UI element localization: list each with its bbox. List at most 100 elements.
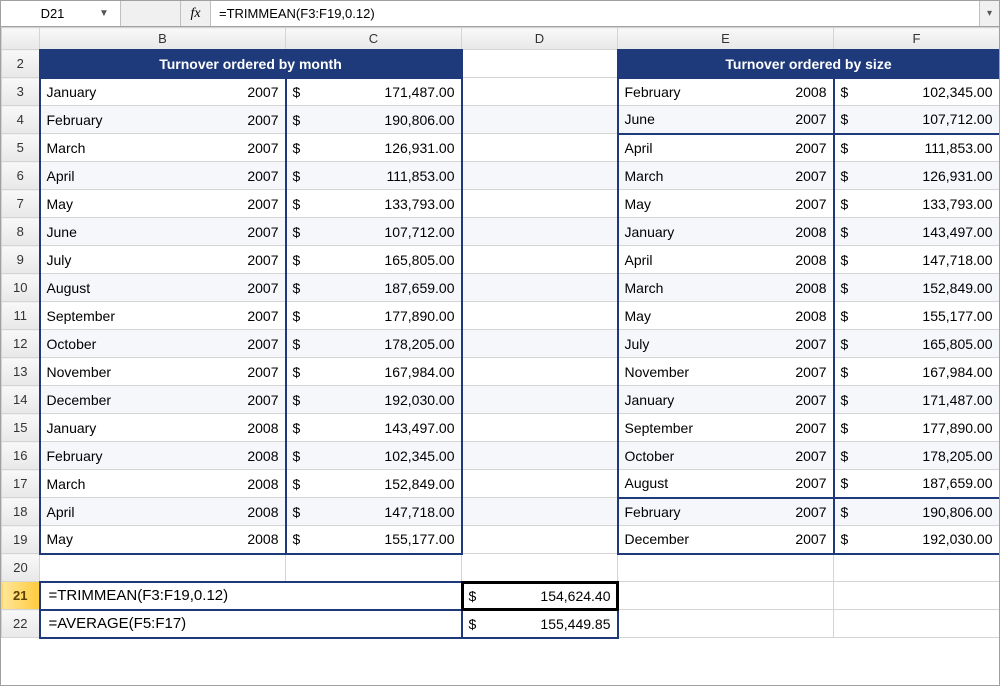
row-header-3[interactable]: 3 [2, 78, 40, 106]
col-header-C[interactable]: C [286, 28, 462, 50]
row-header-19[interactable]: 19 [2, 526, 40, 554]
cell-D10[interactable] [462, 274, 618, 302]
cell-C19[interactable]: $155,177.00 [286, 526, 462, 554]
row-header-8[interactable]: 8 [2, 218, 40, 246]
cell-F12[interactable]: $165,805.00 [834, 330, 1000, 358]
cell-F19[interactable]: $192,030.00 [834, 526, 1000, 554]
cell-B20[interactable] [40, 554, 286, 582]
cell-B15[interactable]: January2008 [40, 414, 286, 442]
cell-E19[interactable]: December2007 [618, 526, 834, 554]
cell-D22[interactable]: $155,449.85 [462, 610, 618, 638]
cell-E5[interactable]: April2007 [618, 134, 834, 162]
cell-F14[interactable]: $171,487.00 [834, 386, 1000, 414]
cell-E4[interactable]: June2007 [618, 106, 834, 134]
cell-D20[interactable] [462, 554, 618, 582]
cell-D2[interactable] [462, 50, 618, 78]
cell-F10[interactable]: $152,849.00 [834, 274, 1000, 302]
cell-D19[interactable] [462, 526, 618, 554]
row-header-13[interactable]: 13 [2, 358, 40, 386]
cell-F20[interactable] [834, 554, 1000, 582]
cell-C18[interactable]: $147,718.00 [286, 498, 462, 526]
cell-C15[interactable]: $143,497.00 [286, 414, 462, 442]
cell-C13[interactable]: $167,984.00 [286, 358, 462, 386]
cell-E17[interactable]: August2007 [618, 470, 834, 498]
row-header-14[interactable]: 14 [2, 386, 40, 414]
cell-C14[interactable]: $192,030.00 [286, 386, 462, 414]
cell-C8[interactable]: $107,712.00 [286, 218, 462, 246]
row-header-15[interactable]: 15 [2, 414, 40, 442]
cell-D6[interactable] [462, 162, 618, 190]
cell-E9[interactable]: April2008 [618, 246, 834, 274]
row-header-20[interactable]: 20 [2, 554, 40, 582]
cell-F22[interactable] [834, 610, 1000, 638]
cell-F8[interactable]: $143,497.00 [834, 218, 1000, 246]
col-header-F[interactable]: F [834, 28, 1000, 50]
cell-F3[interactable]: $102,345.00 [834, 78, 1000, 106]
cell-B13[interactable]: November2007 [40, 358, 286, 386]
cell-E3[interactable]: February2008 [618, 78, 834, 106]
cell-F15[interactable]: $177,890.00 [834, 414, 1000, 442]
cell-D14[interactable] [462, 386, 618, 414]
cell-C5[interactable]: $126,931.00 [286, 134, 462, 162]
cell-F9[interactable]: $147,718.00 [834, 246, 1000, 274]
row-header-2[interactable]: 2 [2, 50, 40, 78]
cell-E12[interactable]: July2007 [618, 330, 834, 358]
cell-E8[interactable]: January2008 [618, 218, 834, 246]
insert-function-button[interactable]: fx [181, 1, 211, 26]
cell-F21[interactable] [834, 582, 1000, 610]
cell-C9[interactable]: $165,805.00 [286, 246, 462, 274]
formula-cell-B22[interactable]: =AVERAGE(F5:F17) [40, 610, 462, 638]
cell-E14[interactable]: January2007 [618, 386, 834, 414]
cell-B14[interactable]: December2007 [40, 386, 286, 414]
cell-E11[interactable]: May2008 [618, 302, 834, 330]
cell-D12[interactable] [462, 330, 618, 358]
cell-B7[interactable]: May2007 [40, 190, 286, 218]
cell-C16[interactable]: $102,345.00 [286, 442, 462, 470]
cell-D15[interactable] [462, 414, 618, 442]
row-header-17[interactable]: 17 [2, 470, 40, 498]
col-header-D[interactable]: D [462, 28, 618, 50]
cell-D18[interactable] [462, 498, 618, 526]
cell-B4[interactable]: February2007 [40, 106, 286, 134]
col-header-B[interactable]: B [40, 28, 286, 50]
cell-E16[interactable]: October2007 [618, 442, 834, 470]
cell-D8[interactable] [462, 218, 618, 246]
cell-C10[interactable]: $187,659.00 [286, 274, 462, 302]
cell-C3[interactable]: $171,487.00 [286, 78, 462, 106]
row-header-10[interactable]: 10 [2, 274, 40, 302]
cell-F4[interactable]: $107,712.00 [834, 106, 1000, 134]
cell-C6[interactable]: $111,853.00 [286, 162, 462, 190]
cell-F11[interactable]: $155,177.00 [834, 302, 1000, 330]
cell-C4[interactable]: $190,806.00 [286, 106, 462, 134]
row-header-12[interactable]: 12 [2, 330, 40, 358]
cell-B19[interactable]: May2008 [40, 526, 286, 554]
formula-bar-expand-icon[interactable]: ▾ [979, 1, 999, 26]
cell-D17[interactable] [462, 470, 618, 498]
cell-F7[interactable]: $133,793.00 [834, 190, 1000, 218]
row-header-6[interactable]: 6 [2, 162, 40, 190]
cell-B17[interactable]: March2008 [40, 470, 286, 498]
cell-B18[interactable]: April2008 [40, 498, 286, 526]
cell-F18[interactable]: $190,806.00 [834, 498, 1000, 526]
cell-E10[interactable]: March2008 [618, 274, 834, 302]
cell-B11[interactable]: September2007 [40, 302, 286, 330]
cell-C12[interactable]: $178,205.00 [286, 330, 462, 358]
cell-C17[interactable]: $152,849.00 [286, 470, 462, 498]
row-header-18[interactable]: 18 [2, 498, 40, 526]
row-header-22[interactable]: 22 [2, 610, 40, 638]
cell-E21[interactable] [618, 582, 834, 610]
cell-F13[interactable]: $167,984.00 [834, 358, 1000, 386]
cell-F16[interactable]: $178,205.00 [834, 442, 1000, 470]
cell-C7[interactable]: $133,793.00 [286, 190, 462, 218]
cell-D13[interactable] [462, 358, 618, 386]
row-header-4[interactable]: 4 [2, 106, 40, 134]
cell-B16[interactable]: February2008 [40, 442, 286, 470]
cell-C20[interactable] [286, 554, 462, 582]
cell-B8[interactable]: June2007 [40, 218, 286, 246]
cell-F6[interactable]: $126,931.00 [834, 162, 1000, 190]
select-all-corner[interactable] [2, 28, 40, 50]
cell-D11[interactable] [462, 302, 618, 330]
cell-C11[interactable]: $177,890.00 [286, 302, 462, 330]
formula-cell-B21[interactable]: =TRIMMEAN(F3:F19,0.12) [40, 582, 462, 610]
cell-E6[interactable]: March2007 [618, 162, 834, 190]
